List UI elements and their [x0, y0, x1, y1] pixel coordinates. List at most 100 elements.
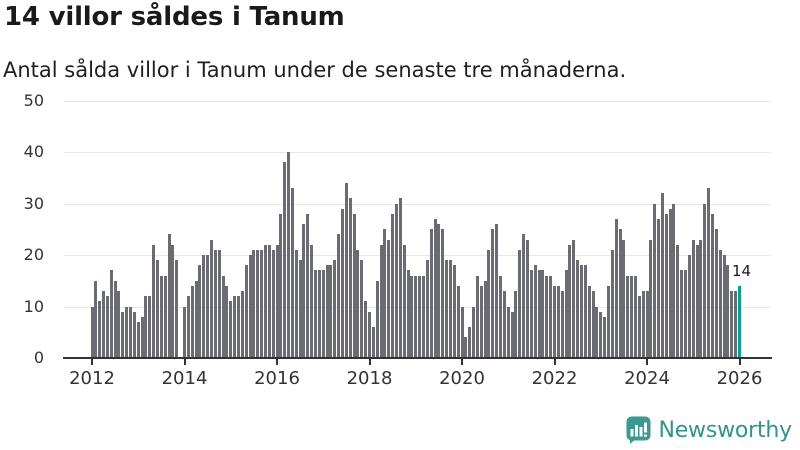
bar: [649, 239, 653, 358]
bar: [502, 291, 506, 358]
bar: [159, 275, 163, 358]
bar: [541, 270, 545, 358]
bar: [290, 188, 294, 358]
bar: [260, 249, 264, 358]
bar: [622, 239, 626, 358]
bar: [94, 280, 98, 358]
bar: [549, 275, 553, 358]
bar: [414, 275, 418, 358]
bar: [660, 193, 664, 358]
bar: [734, 291, 738, 358]
bar: [626, 275, 630, 358]
x-axis-tickmark: [553, 359, 556, 365]
bar: [475, 275, 479, 358]
bar: [545, 275, 549, 358]
bar: [510, 311, 514, 358]
bar: [144, 296, 148, 358]
bar: [514, 291, 518, 358]
bar: [410, 275, 414, 358]
bar: [537, 270, 541, 358]
bar: [136, 321, 140, 358]
x-axis-tick-label: 2020: [439, 368, 485, 389]
bar: [129, 306, 133, 358]
bar: [156, 260, 160, 358]
bar: [283, 162, 287, 358]
x-axis-tickmark: [276, 359, 278, 365]
x-axis-tick-label: 2016: [254, 368, 300, 389]
bar: [267, 244, 271, 358]
x-axis-tickmark: [183, 359, 186, 365]
bar: [595, 306, 599, 358]
bar: [526, 239, 530, 358]
bar: [603, 316, 607, 358]
bar: [591, 291, 595, 358]
bar: [113, 280, 117, 358]
bar: [448, 260, 452, 358]
bar: [183, 306, 186, 358]
bar: [287, 152, 291, 358]
bar: [294, 249, 298, 358]
bar: [441, 229, 445, 358]
bar: [506, 306, 510, 358]
bar: [718, 249, 722, 358]
bar: [406, 270, 410, 358]
bar: [610, 249, 614, 358]
bar: [132, 311, 136, 358]
gridline: [64, 152, 771, 154]
bar: [375, 280, 379, 358]
bar: [533, 265, 537, 358]
bar: [171, 244, 175, 358]
bar: [352, 213, 356, 358]
bar: [687, 255, 691, 358]
bar: [152, 244, 156, 358]
bar: [699, 239, 703, 358]
bar: [691, 239, 695, 358]
x-axis-tick-label: 2026: [716, 368, 763, 389]
bar: [460, 306, 464, 358]
x-axis-tick-label: 2012: [69, 368, 115, 389]
gridline: [64, 255, 771, 257]
bar: [614, 219, 618, 358]
bar: [325, 265, 329, 358]
y-axis-tick-label: 40: [23, 142, 44, 162]
bar: [121, 311, 125, 358]
bar: [190, 285, 194, 358]
bar: [263, 244, 267, 358]
bar: [348, 198, 352, 358]
bar: [306, 213, 310, 358]
bar: [98, 301, 102, 358]
bar: [194, 280, 198, 358]
bar: [572, 239, 576, 358]
x-axis-line: [63, 357, 772, 359]
bar: [321, 270, 325, 358]
bar: [202, 255, 206, 358]
bar: [229, 301, 233, 358]
bar: [714, 229, 718, 358]
bar: [341, 208, 345, 358]
bar: [695, 244, 699, 358]
y-axis-tick-label: 50: [23, 90, 44, 110]
newsworthy-logo: Newsworthy: [626, 416, 792, 444]
chart-subtitle: Antal sålda villor i Tanum under de sena…: [3, 58, 627, 82]
bar: [653, 203, 657, 358]
bar: [522, 234, 526, 358]
bar: [333, 260, 337, 358]
bar: [599, 311, 603, 358]
bar: [109, 270, 113, 358]
bar: [437, 224, 441, 358]
y-axis-tick-label: 10: [23, 296, 44, 316]
bar: [271, 249, 275, 358]
bar: [317, 270, 321, 358]
y-axis-tick-label: 30: [23, 193, 44, 213]
bar: [707, 188, 711, 358]
highlight-bar: [738, 285, 741, 358]
bar: [518, 249, 522, 358]
bar: [163, 275, 167, 358]
bar: [560, 291, 564, 358]
bar: [221, 275, 225, 358]
bar: [641, 291, 645, 358]
bar: [186, 296, 190, 358]
highlight-value-label: 14: [731, 261, 752, 280]
bar: [456, 285, 460, 358]
